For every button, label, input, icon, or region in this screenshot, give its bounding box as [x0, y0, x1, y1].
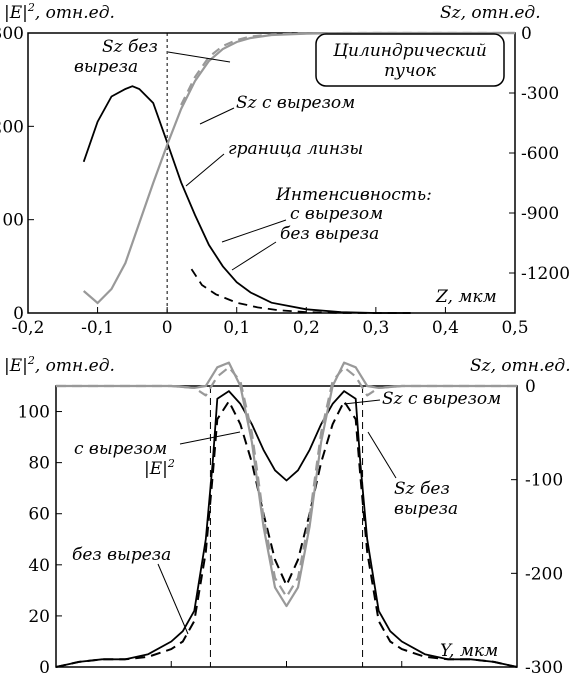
top-arrow-intensity-cut [221, 219, 287, 243]
top-plot-frame [27, 32, 516, 314]
bottom-ann-sz-cut: Sz с вырезом [382, 389, 501, 409]
bottom-arrow-sz-cut [343, 399, 381, 405]
bottom-arrow-intensity-no-cut [157, 563, 189, 635]
top-boxed-label-frame [315, 33, 505, 87]
bottom-series-intensity-cut [55, 390, 518, 668]
bottom-y-tick-label-left: 40 [28, 556, 50, 576]
top-arrow-lens-boundary [185, 153, 225, 187]
bottom-ylabel-left: |E|2, отн.ед. [4, 354, 115, 376]
top-x-tick-label: 0,5 [501, 318, 528, 338]
top-ticks: -0,2 -0,1 0 0,1 0,2 0,3 0,4 0,5 0 100 200 300 0 -300 -… [0, 24, 570, 338]
top-series-sz-no-cut [180, 31, 515, 106]
top-x-tick-label: -0,2 [12, 318, 45, 338]
top-panel: -0,2 -0,1 0 0,1 0,2 0,3 0,4 0,5 0 100 200 300 0 -300 -… [0, 1, 570, 338]
bottom-y-tick-label-left: 80 [28, 454, 50, 474]
top-x-tick-label: 0,2 [293, 318, 320, 338]
top-x-tick-label: -0,1 [81, 318, 114, 338]
top-ann-intensity-cut: с вырезом [290, 204, 383, 224]
bottom-series-intensity-no-cut [55, 400, 518, 668]
top-series-intensity-cut [82, 85, 411, 314]
top-arrow-sz-cut [199, 107, 235, 125]
bottom-y-tick-label-left: 100 [18, 403, 50, 423]
bottom-y-tick-label-right: -200 [525, 564, 563, 584]
top-series-intensity-no-cut [190, 268, 411, 314]
bottom-y-tick-label-left: 0 [39, 658, 50, 676]
bottom-ann-intensity-cut: с вырезом [74, 439, 167, 459]
bottom-ticks: 0 20 40 60 80 100 0 -100 -200 -300 [18, 377, 564, 676]
top-ann-lens-boundary: граница линзы [228, 139, 363, 159]
top-series [82, 31, 515, 314]
top-x-tick-label: 0 [162, 318, 173, 338]
bottom-y-tick-label-right: -100 [525, 471, 563, 491]
top-ann-sz-no-cut: Sz без выреза [74, 37, 158, 77]
top-y-tick-label-left: 0 [13, 304, 24, 324]
bottom-arrow-intensity-cut [179, 431, 241, 445]
top-ann-intensity-title: Интенсивность: [275, 185, 432, 205]
bottom-y-tick-label-right: 0 [525, 377, 536, 397]
top-series-sz-cut [82, 31, 515, 305]
top-y-tick-label-right: -600 [521, 144, 559, 164]
top-y-tick-label-right: 0 [521, 24, 532, 44]
top-xlabel: Z, мкм [435, 287, 497, 307]
bottom-ann-e2: |E|2 [144, 457, 175, 479]
bottom-series-sz-no-cut [56, 366, 517, 598]
bottom-arrow-sz-no-cut [367, 431, 397, 479]
top-ann-sz-cut: Sz с вырезом [236, 93, 355, 113]
bottom-y-tick-label-left: 60 [28, 505, 50, 525]
bottom-xlabel: Y, мкм [440, 641, 498, 661]
bottom-y-tick-label-right: -300 [525, 658, 563, 676]
top-y-tick-label-right: -900 [521, 204, 559, 224]
bottom-ann-intensity-no-cut: без выреза [72, 545, 171, 565]
top-ann-intensity-no-cut: без выреза [280, 224, 379, 244]
top-y-tick-label-left: 200 [0, 117, 24, 137]
top-ylabel-right: Sz, отн.ед. [440, 3, 541, 23]
top-arrow-sz-no-cut [167, 51, 231, 63]
bottom-ylabel-right: Sz, отн.ед. [470, 356, 571, 376]
top-arrow-intensity-no-cut [231, 241, 277, 271]
bottom-plot-frame [55, 385, 518, 668]
bottom-series [55, 361, 518, 668]
top-y-tick-label-left: 100 [0, 211, 24, 231]
top-ylabel-left: |E|2, отн.ед. [4, 1, 115, 23]
top-y-tick-label-right: -1200 [521, 264, 570, 284]
top-x-tick-label: 0,1 [223, 318, 250, 338]
bottom-ann-sz-no-cut: Sz без выреза [394, 479, 458, 519]
top-x-tick-label: 0,3 [362, 318, 389, 338]
top-y-tick-label-right: -300 [521, 84, 559, 104]
bottom-series-sz-cut [56, 361, 517, 608]
top-x-tick-label: 0,4 [432, 318, 459, 338]
top-boxed-label: Цилиндрический пучок [332, 41, 487, 81]
bottom-y-tick-label-left: 20 [28, 607, 50, 627]
top-y-tick-label-left: 300 [0, 24, 24, 44]
bottom-guides [56, 385, 517, 667]
